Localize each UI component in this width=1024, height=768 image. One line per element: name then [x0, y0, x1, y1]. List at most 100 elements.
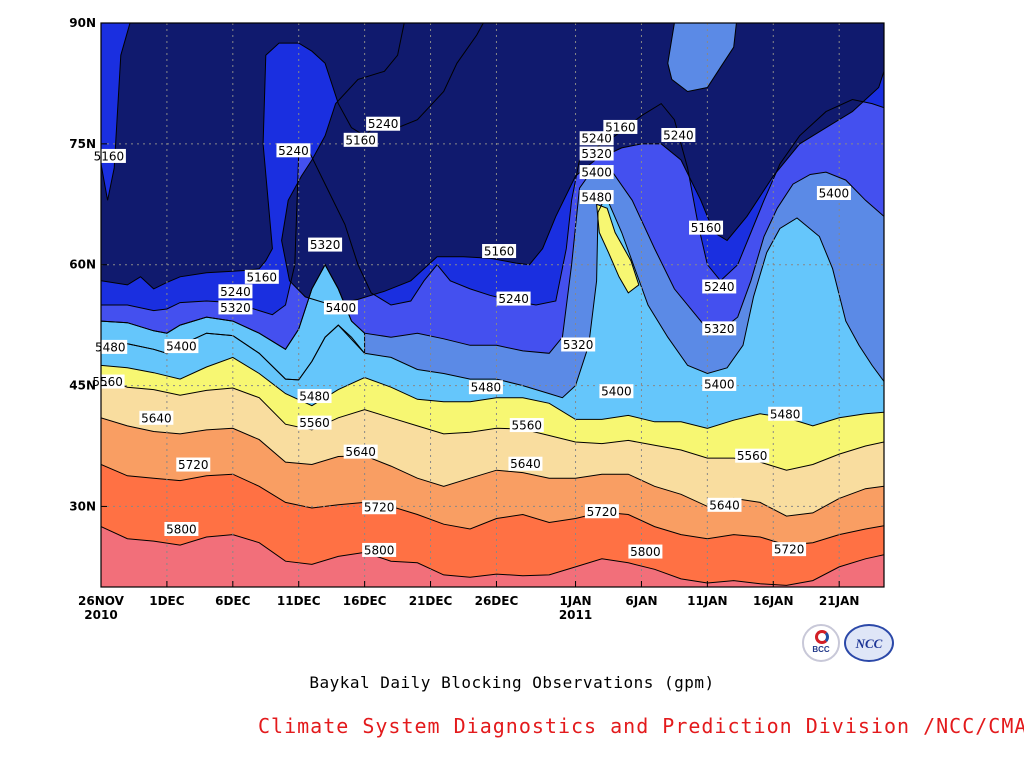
contour-label: 5320 — [702, 321, 737, 336]
contour-label-box — [93, 339, 128, 354]
contour-label: 5160 — [482, 244, 517, 259]
contour-label-text: 5560 — [737, 449, 768, 463]
contour-label-box — [343, 444, 378, 459]
contour-label-text: 5800 — [166, 522, 197, 536]
contour-label: 5640 — [343, 444, 378, 459]
contour-label: 5480 — [93, 339, 128, 354]
contour-label: 5720 — [176, 457, 211, 472]
x-tick-label: 16JAN — [753, 594, 794, 608]
y-tick-label: 90N — [69, 16, 96, 30]
contour-label: 5560 — [90, 374, 125, 389]
contour-label-box — [139, 410, 174, 425]
contour-label-box — [297, 415, 332, 430]
contour-label-text: 5560 — [92, 375, 123, 389]
contour-line-5560 — [596, 203, 640, 294]
contour-label-box — [218, 300, 253, 315]
contour-label-box — [297, 389, 332, 404]
contour-label-box — [176, 457, 211, 472]
contour-label-text: 5320 — [220, 301, 251, 315]
contour-label-text: 5240 — [663, 128, 694, 142]
contour-label-text: 5400 — [819, 187, 850, 201]
contour-label-box — [343, 132, 378, 147]
contour-label: 5240 — [579, 131, 614, 146]
y-tick-label: 75N — [69, 137, 96, 151]
x-tick-label: 21JAN — [819, 594, 860, 608]
contour-label-text: 5480 — [299, 390, 330, 404]
contour-label-text: 5160 — [247, 270, 278, 284]
contour-label-text: 5160 — [345, 133, 376, 147]
contour-label-text: 5240 — [498, 292, 529, 306]
contour-label-box — [735, 448, 770, 463]
contour-label-text: 5320 — [704, 322, 735, 336]
contour-label-box — [308, 237, 343, 252]
contour-label-text: 5400 — [581, 166, 612, 180]
x-tick-label: 1JAN — [559, 594, 591, 608]
contour-label-box — [218, 284, 253, 299]
contour-label-box — [366, 116, 401, 131]
contour-label-text: 5720 — [774, 543, 805, 557]
contour-label-text: 5560 — [299, 416, 330, 430]
contour-label: 5160 — [244, 269, 279, 284]
contour-label: 5480 — [468, 380, 503, 395]
contour-label-text: 5400 — [326, 301, 357, 315]
chart-title: Baykal Daily Blocking Observations (gpm) — [309, 673, 715, 692]
contour-label: 5480 — [768, 406, 803, 421]
bcc-logo: BCC — [802, 624, 840, 662]
contour-label: 5800 — [628, 544, 663, 559]
contour-label-box — [362, 500, 397, 515]
ncc-logo: NCC — [844, 624, 894, 662]
y-tick-label: 45N — [69, 379, 96, 393]
contour-line-5480 — [101, 356, 884, 429]
contour-label-text: 5720 — [364, 501, 395, 515]
contour-label-box — [164, 339, 199, 354]
contour-line-5160 — [101, 23, 131, 201]
contour-label: 5160 — [603, 119, 638, 134]
contour-label-box — [702, 279, 737, 294]
contour-label: 5720 — [584, 504, 619, 519]
contour-label-box — [579, 131, 614, 146]
contour-label: 5160 — [91, 148, 126, 163]
contour-label-box — [323, 300, 358, 315]
contour-label-box — [164, 521, 199, 536]
contour-label-text: 5240 — [704, 280, 735, 294]
contour-label: 5480 — [297, 389, 332, 404]
contour-label: 5400 — [599, 384, 634, 399]
contour-label-box — [702, 321, 737, 336]
contour-label: 5720 — [772, 542, 807, 557]
contour-label: 5320 — [561, 337, 596, 352]
contour-label: 5320 — [579, 146, 614, 161]
contour-label-box — [362, 542, 397, 557]
contour-label-box — [603, 119, 638, 134]
contour-label: 5400 — [816, 186, 851, 201]
contour-label-text: 5480 — [581, 191, 612, 205]
contour-label: 5160 — [689, 220, 724, 235]
x-tick-sublabel: 2010 — [84, 608, 117, 622]
contour-label-text: 5400 — [601, 385, 632, 399]
contour-label-text: 5480 — [95, 340, 126, 354]
contour-label-text: 5160 — [691, 221, 722, 235]
contour-label-text: 5320 — [563, 338, 594, 352]
contour-label-box — [579, 165, 614, 180]
contour-label: 5320 — [218, 300, 253, 315]
contour-label-box — [816, 186, 851, 201]
bcc-logo-text: BCC — [812, 645, 830, 654]
contour-line-5240 — [667, 23, 737, 93]
contour-label-text: 5160 — [484, 245, 515, 259]
contour-label-box — [579, 190, 614, 205]
contour-label-box — [689, 220, 724, 235]
blob-5560 — [596, 204, 639, 293]
trough-5160 — [281, 23, 884, 305]
x-tick-label: 11DEC — [277, 594, 321, 608]
contour-label: 5320 — [308, 237, 343, 252]
contour-label-text: 5160 — [605, 120, 636, 134]
contour-label-text: 5320 — [581, 147, 612, 161]
y-tick-label: 60N — [69, 258, 96, 272]
x-tick-label: 6DEC — [215, 594, 251, 608]
contour-label-box — [508, 456, 543, 471]
contour-label-text: 5160 — [94, 149, 125, 163]
contour-label-box — [599, 384, 634, 399]
contour-label: 5800 — [164, 521, 199, 536]
contour-label: 5640 — [707, 497, 742, 512]
contour-label-text: 5800 — [364, 543, 395, 557]
